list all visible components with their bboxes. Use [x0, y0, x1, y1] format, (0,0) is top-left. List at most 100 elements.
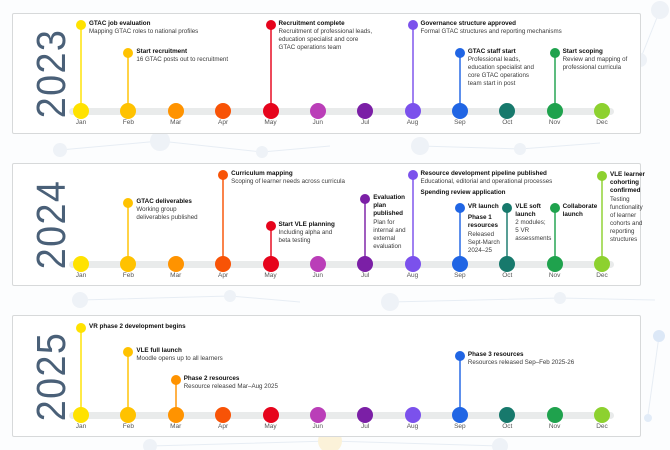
milestone-dot-vle-soft-launch: [502, 203, 513, 213]
milestone-desc-line: of learner: [610, 211, 637, 219]
year-label: 2023: [28, 28, 75, 119]
milestone-stem-start-recruitment: [127, 53, 130, 111]
milestone-text-collaborate-launch: Collaborate launch: [563, 203, 598, 219]
month-marker-nov: [546, 103, 563, 119]
milestone-desc-line: professional curricula: [562, 64, 622, 72]
milestone-desc-line: cohorts and: [610, 219, 643, 227]
milestone-desc-line: reporting: [610, 227, 635, 235]
milestone-desc-line: Moodle opens up to all learners: [136, 355, 223, 363]
month-marker-aug: [404, 407, 421, 423]
milestone-text-recruitment-complete: Recruitment complete Recruitment of profe…: [279, 20, 373, 52]
month-marker-mar: [167, 256, 184, 272]
milestone-title-line: VLE full launch: [136, 347, 182, 354]
month-marker-apr: [215, 256, 232, 272]
milestone-desc-line: deliverables published: [136, 214, 198, 222]
milestone-desc-line: Resource released Mar–Aug 2025: [183, 383, 278, 391]
milestone-title-line: GTAC job evaluation: [89, 20, 151, 27]
milestone-title-line: Phase 1: [467, 214, 492, 222]
month-marker-nov: [546, 407, 563, 423]
milestone-dot-recruitment-complete: [265, 20, 276, 30]
milestone-dot-resource-development-pipeline-published: [407, 170, 418, 180]
milestone-title-line: Start recruitment: [136, 48, 188, 55]
milestone-stem-start-scoping: [553, 53, 556, 111]
milestone-stem-recruitment-complete: [269, 25, 272, 111]
milestone-title-line: VR launch: [467, 203, 499, 210]
milestone-text-vr-launch: VR launch Phase 1 resources Released Sept-Ma…: [468, 203, 500, 255]
year-label: 2024: [28, 179, 75, 270]
milestone-title-line: VLE soft: [515, 203, 541, 210]
milestone-title-line: GTAC staff start: [467, 48, 516, 55]
milestone-stem-phase-2-resources: [174, 380, 177, 415]
milestone-text-phase-3-resources: Phase 3 resources Resources released Sep–…: [468, 351, 574, 367]
milestone-desc-line: structures: [610, 235, 638, 243]
milestone-text-vle-full-launch: VLE full launch Moodle opens up to all le…: [136, 347, 222, 363]
milestone-desc-line: Mapping GTAC roles to national profiles: [89, 28, 199, 36]
milestone-dot-gtac-job-evaluation: [76, 20, 86, 30]
milestone-title-line: Governance structure approved: [420, 20, 517, 27]
month-label-mar: Mar: [170, 119, 182, 126]
milestone-desc-line: education specialist and: [467, 64, 534, 72]
milestone-desc-line: Review and mapping of: [562, 56, 628, 64]
milestone-desc-line: 5 VR: [515, 227, 530, 235]
month-marker-jun: [309, 256, 326, 272]
month-marker-jul: [357, 256, 374, 272]
month-marker-oct: [499, 407, 516, 423]
milestone-desc-line: Including alpha and: [278, 229, 333, 237]
month-label-jun: Jun: [312, 272, 324, 279]
milestone-stem-gtac-staff-start: [458, 53, 461, 111]
milestone-dot-vr-phase-2-development-begins: [76, 323, 86, 333]
month-marker-dec: [594, 256, 610, 272]
milestone-desc-line: 2 modules;: [515, 219, 546, 227]
month-marker-jan: [73, 256, 89, 272]
milestone-stem-vr-phase-2-development-begins: [80, 328, 82, 415]
month-marker-feb: [120, 407, 137, 423]
milestone-dot-vle-learner-cohorting-confirmed: [597, 171, 607, 181]
milestone-title-line: Collaborate: [562, 203, 598, 210]
month-marker-may: [262, 407, 279, 423]
milestone-text-vle-learner-cohorting-confirmed: VLE learner cohorting confirmed Testing func…: [610, 171, 645, 244]
month-marker-sep: [451, 407, 468, 423]
month-label-oct: Oct: [502, 119, 513, 126]
milestone-desc-line: Sept-March: [467, 238, 500, 246]
month-label-aug: Aug: [406, 423, 419, 430]
milestone-title-line: Start scoping: [562, 48, 603, 55]
milestone-desc-line: GTAC operations team: [278, 44, 342, 52]
timeline-panel-2024: 2024 Jan Feb Mar Apr May Jun Jul Aug Sep Oct Nov Dec…: [12, 163, 645, 286]
milestone-stem-vle-learner-cohorting-confirmed: [601, 176, 603, 264]
month-label-nov: Nov: [548, 272, 561, 279]
month-marker-aug: [404, 103, 421, 119]
milestone-dot-evaluation-plan-published: [360, 194, 371, 204]
month-label-jun: Jun: [312, 423, 324, 430]
milestone-text-resource-development-pipeline-published: Resource development pipeline published E…: [421, 170, 553, 197]
milestone-desc-line: Educational, editorial and operational p…: [420, 178, 553, 186]
month-label-jan: Jan: [75, 423, 87, 430]
month-label-mar: Mar: [170, 272, 182, 279]
milestone-dot-curriculum-mapping: [218, 170, 229, 180]
month-label-dec: Dec: [596, 423, 608, 430]
milestone-title-line: resources: [467, 222, 498, 230]
milestone-desc-line: assessments: [515, 235, 552, 243]
milestone-desc-line: Working group: [136, 206, 177, 214]
milestone-desc-line: external: [373, 234, 396, 242]
milestone-dot-start-vle-planning: [265, 221, 276, 231]
month-marker-mar: [167, 103, 184, 119]
milestone-stem-resource-development-pipeline-published: [411, 175, 414, 264]
month-marker-dec: [594, 407, 610, 423]
milestone-dot-start-scoping: [549, 48, 560, 58]
milestone-title-line: Resource development pipeline published: [420, 170, 547, 177]
timeline-track: [69, 107, 614, 115]
milestone-stem-governance-structure-approved: [411, 25, 414, 111]
milestone-stem-gtac-deliverables: [127, 203, 130, 264]
milestone-title-line: Evaluation: [373, 194, 406, 201]
milestone-stem-phase-3-resources: [458, 356, 461, 415]
milestone-desc-line: Testing: [610, 195, 630, 203]
milestone-desc-line: evaluation: [373, 242, 402, 250]
month-label-mar: Mar: [170, 423, 182, 430]
month-label-may: May: [264, 272, 277, 279]
milestone-dot-start-recruitment: [123, 48, 134, 58]
month-label-may: May: [264, 119, 277, 126]
milestone-dot-gtac-staff-start: [454, 48, 465, 58]
month-label-nov: Nov: [548, 423, 561, 430]
